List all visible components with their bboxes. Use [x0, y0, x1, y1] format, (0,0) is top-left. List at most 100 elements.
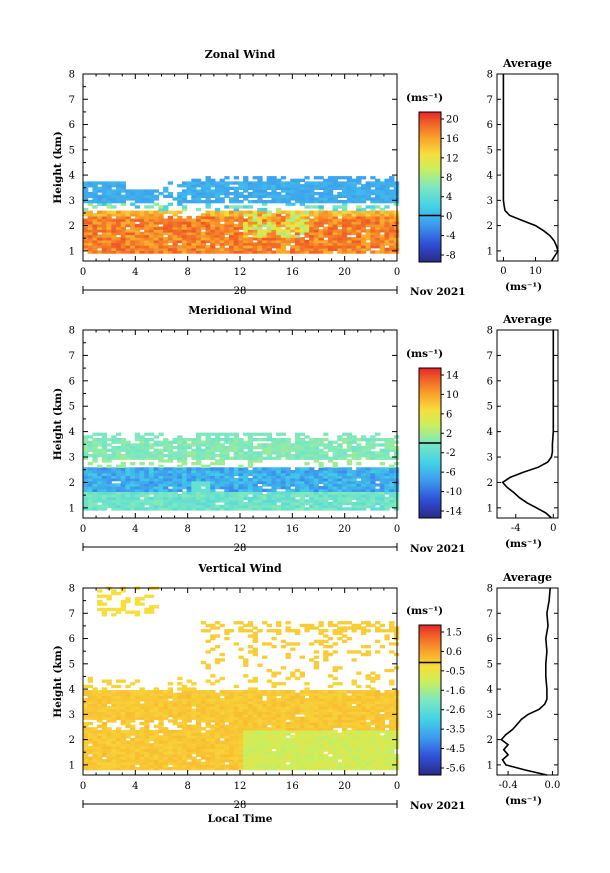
field-cell: [389, 221, 395, 225]
field-cell: [304, 239, 310, 244]
field-cell: [191, 488, 197, 492]
field-cell: [360, 714, 367, 718]
field-cell: [370, 737, 376, 742]
field-cell: [365, 181, 371, 185]
field-cell: [285, 194, 291, 198]
field-cell: [327, 764, 334, 768]
field-cell: [342, 221, 348, 225]
field-cell: [125, 507, 131, 511]
field-cell: [243, 239, 249, 244]
profile-y-tick-label: 6: [487, 376, 493, 387]
field-cell: [139, 764, 145, 768]
field-cell: [238, 181, 244, 185]
field-cell: [266, 435, 272, 439]
field-cell: [83, 438, 89, 442]
field-cell: [351, 435, 357, 439]
field-cell: [360, 499, 367, 503]
field-cell: [83, 229, 89, 233]
field-cell: [144, 743, 150, 747]
field-cell: [181, 470, 188, 474]
field-cell: [247, 764, 254, 768]
field-cell: [332, 721, 338, 726]
field-cell: [116, 181, 122, 185]
field-cell: [205, 756, 211, 760]
field-cell: [327, 759, 334, 763]
field-cell: [87, 729, 93, 734]
field-cell: [177, 488, 183, 492]
field-cell: [309, 239, 315, 244]
field-cell: [323, 761, 329, 765]
field-cell: [224, 719, 230, 723]
field-cell: [276, 737, 282, 742]
field-cell: [337, 496, 343, 500]
field-cell: [327, 231, 334, 236]
field-cell: [327, 721, 334, 726]
field-cell: [285, 708, 291, 712]
field-cell: [139, 732, 145, 736]
field-cell: [172, 745, 178, 750]
field-cell: [200, 761, 207, 765]
field-cell: [224, 210, 230, 214]
field-cell: [210, 751, 216, 755]
field-cell: [172, 753, 178, 758]
field-cell: [177, 234, 183, 238]
field-cell: [92, 194, 98, 198]
field-cell: [238, 753, 244, 758]
field-cell: [214, 247, 221, 251]
field-cell: [205, 178, 211, 182]
field-cell: [379, 462, 385, 466]
field-cell: [346, 761, 353, 765]
field-cell: [327, 729, 334, 734]
field-cell: [280, 486, 287, 490]
field-cell: [219, 234, 225, 238]
field-cell: [280, 184, 287, 188]
field-cell: [257, 197, 263, 201]
field-cell: [229, 748, 235, 752]
field-cell: [360, 502, 367, 506]
field-cell: [158, 470, 164, 474]
field-cell: [97, 440, 103, 444]
field-cell: [327, 229, 334, 233]
field-cell: [243, 714, 249, 718]
field-cell: [351, 451, 357, 455]
field-cell: [271, 764, 277, 768]
field-cell: [106, 494, 112, 498]
field-cell: [177, 443, 183, 447]
field-cell: [130, 443, 136, 447]
field-cell: [379, 708, 385, 712]
field-cell: [290, 178, 296, 182]
field-cell: [120, 748, 126, 752]
field-cell: [167, 443, 174, 447]
field-cell: [101, 504, 108, 508]
field-cell: [92, 480, 98, 484]
field-cell: [266, 753, 272, 758]
field-cell: [370, 435, 376, 439]
field-cell: [337, 250, 343, 254]
field-cell: [238, 751, 244, 755]
field-cell: [191, 504, 197, 508]
field-cell: [214, 719, 221, 723]
profile-y-tick-label: 1: [487, 246, 493, 257]
field-cell: [120, 239, 126, 244]
field-cell: [266, 735, 272, 739]
field-cell: [379, 454, 385, 458]
field-cell: [111, 491, 117, 495]
field-cell: [177, 472, 183, 476]
field-cell: [238, 714, 244, 718]
field-cell: [92, 504, 98, 508]
field-cell: [205, 499, 211, 503]
field-cell: [229, 231, 235, 236]
field-cell: [163, 729, 169, 734]
field-cell: [219, 189, 225, 193]
field-cell: [158, 239, 164, 244]
field-cell: [271, 499, 277, 503]
field-cell: [313, 480, 320, 484]
field-cell: [233, 504, 239, 508]
field-cell: [134, 435, 141, 439]
field-cell: [360, 706, 367, 710]
field-cell: [233, 721, 239, 726]
field-cell: [299, 470, 305, 474]
field-cell: [92, 470, 98, 474]
field-cell: [313, 719, 320, 723]
field-cell: [280, 502, 287, 506]
